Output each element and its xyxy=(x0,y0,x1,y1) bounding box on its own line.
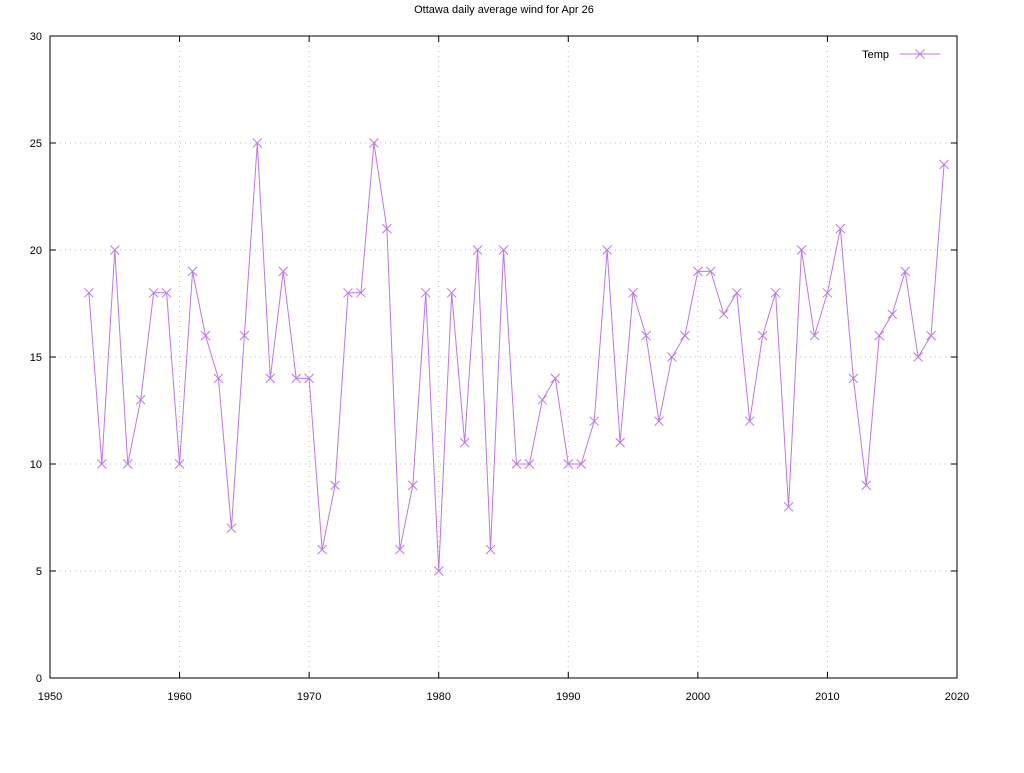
data-point xyxy=(278,266,289,277)
data-point xyxy=(796,245,807,255)
data-point xyxy=(96,459,107,469)
data-point xyxy=(252,138,263,148)
data-point xyxy=(913,352,923,362)
data-point xyxy=(369,138,379,148)
data-point xyxy=(135,394,146,405)
data-point xyxy=(200,330,211,341)
data-point xyxy=(615,437,625,448)
data-point xyxy=(757,330,768,341)
x-tick-label: 1990 xyxy=(556,691,580,703)
data-point xyxy=(265,373,276,384)
data-point xyxy=(330,480,340,491)
data-point xyxy=(589,416,600,427)
data-point xyxy=(433,566,444,576)
data-point xyxy=(939,159,949,170)
y-tick-label: 25 xyxy=(30,138,42,150)
data-point xyxy=(498,245,509,255)
data-point xyxy=(407,480,418,491)
data-point xyxy=(343,287,353,298)
x-tick-label: 2020 xyxy=(945,691,969,703)
legend: Temp xyxy=(862,49,940,61)
data-point xyxy=(394,544,405,555)
legend-label: Temp xyxy=(862,49,889,61)
data-point xyxy=(239,330,250,341)
data-point xyxy=(693,266,703,277)
data-point xyxy=(187,266,198,277)
data-point xyxy=(511,459,522,469)
data-point xyxy=(835,223,846,234)
data-point xyxy=(783,501,794,512)
grid-layer xyxy=(50,36,957,678)
y-tick-label: 15 xyxy=(30,352,42,364)
data-point xyxy=(809,330,820,341)
y-tick-label: 10 xyxy=(30,459,42,471)
y-tick-label: 30 xyxy=(30,31,42,43)
data-point xyxy=(420,287,431,298)
data-point xyxy=(628,287,638,298)
x-tick-label: 1970 xyxy=(297,691,321,703)
tick-layer: 0 5 10 15 20 25 30 1950 1960 1970 1980 1990 2000 2010… xyxy=(30,31,969,703)
series-layer xyxy=(84,138,949,576)
data-point xyxy=(718,309,729,320)
data-point xyxy=(524,459,535,469)
data-point xyxy=(667,352,677,362)
data-point xyxy=(744,416,755,427)
data-point xyxy=(770,287,781,298)
data-point xyxy=(887,309,898,320)
data-point xyxy=(382,223,392,234)
data-point xyxy=(926,330,936,341)
data-point xyxy=(563,459,574,469)
data-point xyxy=(317,544,327,555)
data-point xyxy=(356,287,366,298)
data-point xyxy=(122,459,133,469)
data-point xyxy=(485,544,496,555)
data-point xyxy=(213,373,224,384)
data-point xyxy=(174,459,185,469)
data-point xyxy=(641,330,651,341)
data-point xyxy=(822,287,833,298)
data-point xyxy=(602,245,613,255)
data-point xyxy=(731,287,742,298)
legend-marker-sample xyxy=(915,49,925,59)
y-tick-label: 0 xyxy=(36,673,42,685)
chart-title: Ottawa daily average wind for Apr 26 xyxy=(414,4,594,16)
data-point xyxy=(109,245,120,255)
x-tick-label: 1960 xyxy=(167,691,191,703)
data-point xyxy=(654,416,664,427)
data-point xyxy=(84,287,94,298)
y-tick-label: 5 xyxy=(36,566,42,578)
data-point xyxy=(705,266,716,277)
data-point xyxy=(459,437,470,448)
data-point xyxy=(161,287,172,298)
x-tick-label: 1950 xyxy=(38,691,62,703)
data-point xyxy=(874,330,885,341)
x-tick-label: 1980 xyxy=(426,691,450,703)
data-point xyxy=(226,523,237,534)
data-point xyxy=(304,373,314,384)
data-point xyxy=(472,245,483,255)
data-point xyxy=(848,373,859,384)
data-point xyxy=(680,330,690,341)
data-point xyxy=(576,459,587,469)
data-point xyxy=(550,373,561,384)
data-point xyxy=(537,394,548,405)
x-tick-label: 2000 xyxy=(686,691,710,703)
data-point xyxy=(446,287,457,298)
data-point xyxy=(861,480,872,491)
y-tick-label: 20 xyxy=(30,245,42,257)
data-point xyxy=(900,266,911,277)
x-tick-label: 2010 xyxy=(815,691,839,703)
data-point xyxy=(291,373,302,384)
data-point xyxy=(148,287,159,298)
